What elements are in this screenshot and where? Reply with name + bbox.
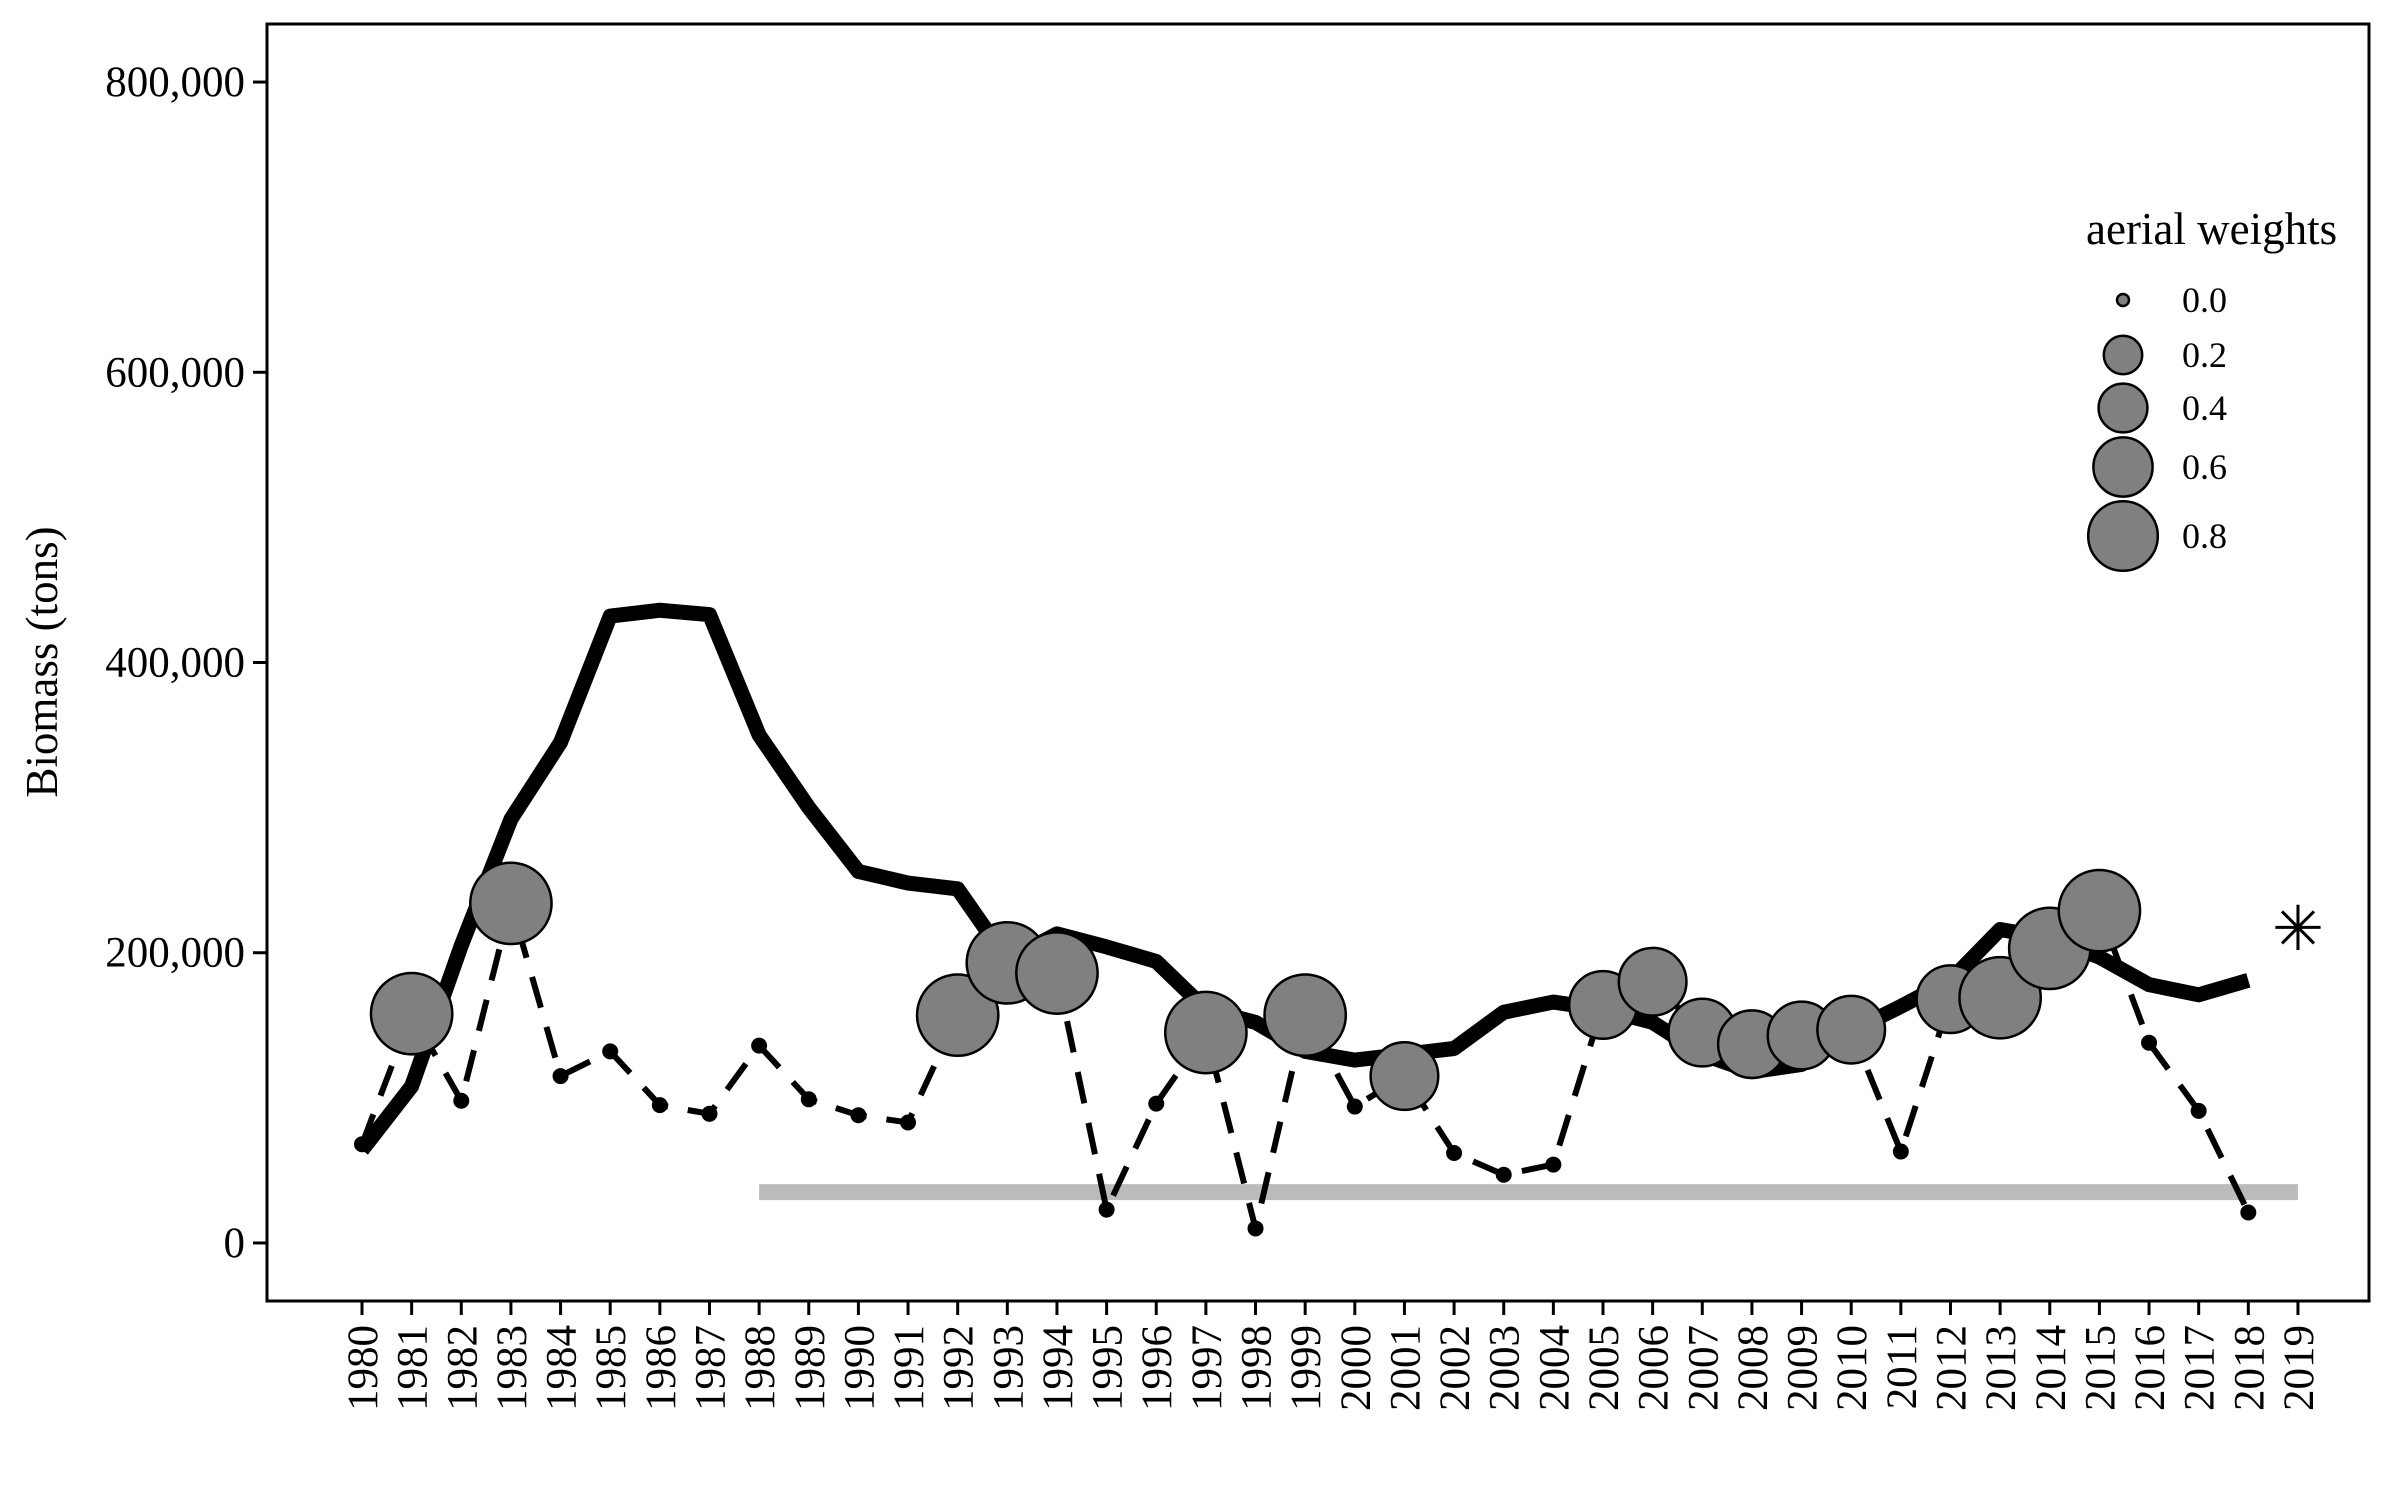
x-tick-label: 2001 bbox=[1382, 1325, 1429, 1411]
x-tick-label: 2009 bbox=[1780, 1325, 1827, 1411]
y-tick-label: 0 bbox=[224, 1220, 246, 1267]
size-legend: aerial weights 0.0 0.2 0.4 0.6 0.8 bbox=[2086, 204, 2337, 573]
data-point-weighted bbox=[1816, 994, 1887, 1065]
legend-key bbox=[2092, 436, 2154, 498]
y-tick-label: 200,000 bbox=[105, 930, 245, 977]
x-tick-label: 2003 bbox=[1482, 1325, 1529, 1411]
x-tick-label: 1995 bbox=[1085, 1325, 1132, 1411]
data-point-weighted bbox=[2057, 868, 2142, 953]
plot-content: ✳ bbox=[354, 602, 2324, 1237]
data-point bbox=[1346, 1098, 1363, 1115]
data-point-weighted bbox=[1369, 1041, 1440, 1112]
data-point bbox=[2240, 1204, 2257, 1221]
data-point bbox=[651, 1097, 668, 1114]
x-tick-label: 1988 bbox=[737, 1325, 784, 1411]
series-line-dashed bbox=[359, 891, 2252, 1230]
y-axis-title: Biomass (tons) bbox=[17, 526, 67, 797]
x-tick-label: 1993 bbox=[985, 1325, 1032, 1411]
x-tick-label: 2016 bbox=[2127, 1325, 2174, 1411]
x-tick-label: 1986 bbox=[638, 1325, 685, 1411]
legend-label: 0.4 bbox=[2182, 388, 2227, 428]
data-point bbox=[1247, 1220, 1264, 1237]
legend-label: 0.0 bbox=[2182, 280, 2227, 320]
y-tick-label: 600,000 bbox=[105, 349, 245, 396]
x-tick-label: 2015 bbox=[2077, 1325, 2124, 1411]
data-point bbox=[552, 1068, 569, 1085]
legend-label: 0.2 bbox=[2182, 335, 2227, 375]
data-point bbox=[701, 1105, 718, 1122]
x-tick-label: 1996 bbox=[1134, 1325, 1181, 1411]
data-point bbox=[2190, 1102, 2207, 1119]
legend-label: 0.8 bbox=[2182, 516, 2227, 556]
data-point bbox=[900, 1114, 917, 1131]
legend-key bbox=[2115, 292, 2131, 308]
x-tick-label: 2018 bbox=[2226, 1325, 2273, 1411]
x-tick-label: 2008 bbox=[1730, 1325, 1777, 1411]
data-point bbox=[2141, 1034, 2158, 1051]
data-point-weighted bbox=[369, 971, 454, 1056]
x-tick-label: 2002 bbox=[1432, 1325, 1479, 1411]
data-point-weighted bbox=[469, 861, 553, 946]
legend-title: aerial weights bbox=[2086, 204, 2337, 254]
x-tick-label: 2011 bbox=[1879, 1325, 1926, 1409]
x-tick-label: 2007 bbox=[1680, 1325, 1727, 1411]
data-point-weighted bbox=[1163, 990, 1248, 1075]
x-tick-label: 1984 bbox=[539, 1325, 586, 1411]
x-tick-label: 1981 bbox=[390, 1325, 437, 1411]
series-line-solid bbox=[356, 602, 2251, 1155]
x-axis: 1980 1981 1982 1983 1984 1985 1986 1987 1988 1989… bbox=[340, 1301, 2323, 1411]
x-tick-label: 2004 bbox=[1531, 1325, 1578, 1411]
data-point bbox=[453, 1092, 470, 1109]
data-point bbox=[850, 1107, 867, 1124]
data-point bbox=[751, 1037, 768, 1054]
y-axis: 0 200,000 400,000 600,000 800,000 bbox=[105, 59, 267, 1267]
x-tick-label: 2010 bbox=[1829, 1325, 1876, 1411]
plot-border bbox=[265, 22, 2371, 1303]
data-point bbox=[602, 1043, 619, 1060]
legend-key bbox=[2102, 334, 2144, 376]
legend-key bbox=[2086, 499, 2160, 573]
data-point bbox=[1495, 1166, 1512, 1183]
x-tick-label: 1985 bbox=[588, 1325, 635, 1411]
x-tick-label: 2017 bbox=[2177, 1325, 2224, 1411]
legend-key bbox=[2097, 382, 2149, 434]
y-tick-label: 400,000 bbox=[105, 640, 245, 687]
x-tick-label: 2012 bbox=[1928, 1325, 1975, 1411]
x-tick-label: 1999 bbox=[1283, 1325, 1330, 1411]
data-point bbox=[1148, 1095, 1165, 1112]
data-point-weighted bbox=[1617, 946, 1688, 1017]
forecast-asterisk: ✳ bbox=[2272, 892, 2324, 965]
data-point bbox=[800, 1091, 817, 1108]
x-tick-label: 1991 bbox=[886, 1325, 933, 1411]
data-point bbox=[354, 1136, 370, 1153]
data-point-weighted bbox=[1015, 931, 1099, 1015]
legend-label: 0.6 bbox=[2182, 447, 2227, 487]
x-tick-label: 2019 bbox=[2276, 1325, 2323, 1411]
x-tick-label: 2006 bbox=[1631, 1325, 1678, 1411]
x-tick-label: 1994 bbox=[1035, 1325, 1082, 1411]
data-point-weighted bbox=[915, 973, 1000, 1058]
y-tick-label: 800,000 bbox=[105, 59, 245, 106]
x-tick-label: 1982 bbox=[439, 1325, 486, 1411]
x-tick-label: 1997 bbox=[1184, 1325, 1231, 1411]
x-tick-label: 1980 bbox=[340, 1325, 387, 1411]
x-tick-label: 1983 bbox=[489, 1325, 536, 1411]
x-tick-label: 2013 bbox=[1978, 1325, 2025, 1411]
data-point-weighted bbox=[1263, 973, 1348, 1058]
x-tick-label: 2000 bbox=[1333, 1325, 1380, 1411]
data-point bbox=[1446, 1144, 1463, 1161]
x-tick-label: 1992 bbox=[936, 1325, 983, 1411]
x-tick-label: 2005 bbox=[1581, 1325, 1628, 1411]
data-point bbox=[1892, 1143, 1909, 1160]
x-tick-label: 1987 bbox=[687, 1325, 734, 1411]
data-point bbox=[1545, 1156, 1562, 1173]
x-tick-label: 2014 bbox=[2028, 1325, 2075, 1411]
x-tick-label: 1990 bbox=[836, 1325, 883, 1411]
x-tick-label: 1989 bbox=[787, 1325, 834, 1411]
x-tick-label: 1998 bbox=[1234, 1325, 1281, 1411]
data-point bbox=[1098, 1201, 1115, 1218]
